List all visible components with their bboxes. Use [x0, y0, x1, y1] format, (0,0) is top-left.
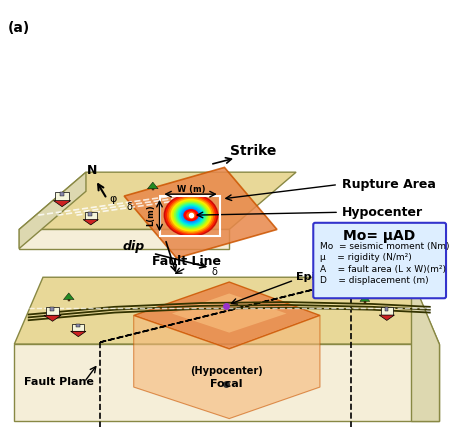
- Polygon shape: [379, 315, 394, 320]
- Polygon shape: [377, 283, 387, 289]
- Polygon shape: [346, 287, 357, 294]
- Text: μ    = rigidity (N/m²): μ = rigidity (N/m²): [320, 253, 412, 262]
- Bar: [55, 192, 69, 201]
- Bar: [76, 324, 80, 327]
- Polygon shape: [19, 172, 86, 249]
- Text: N: N: [86, 164, 97, 177]
- Ellipse shape: [178, 205, 204, 225]
- Text: W (m): W (m): [177, 185, 205, 194]
- Bar: [68, 297, 70, 301]
- Ellipse shape: [183, 209, 199, 221]
- Text: Strike: Strike: [230, 144, 276, 158]
- Text: L(m): L(m): [146, 205, 155, 226]
- Polygon shape: [14, 344, 439, 420]
- Polygon shape: [19, 172, 296, 229]
- Ellipse shape: [166, 195, 216, 235]
- Polygon shape: [134, 282, 320, 349]
- Ellipse shape: [174, 202, 208, 228]
- Ellipse shape: [187, 212, 195, 219]
- Text: Rupture Area: Rupture Area: [342, 178, 436, 191]
- Text: Mo  = seismic moment (Nm): Mo = seismic moment (Nm): [320, 242, 449, 251]
- Polygon shape: [54, 201, 71, 207]
- Text: Hypocenter: Hypocenter: [342, 206, 423, 219]
- Polygon shape: [362, 284, 373, 291]
- Bar: [60, 192, 64, 196]
- Text: D    = displacement (m): D = displacement (m): [320, 276, 428, 285]
- Bar: [364, 299, 366, 303]
- Text: dip: dip: [123, 240, 145, 253]
- Polygon shape: [147, 182, 158, 189]
- Bar: [381, 287, 383, 290]
- FancyBboxPatch shape: [313, 223, 446, 298]
- Bar: [350, 291, 353, 295]
- Text: δ: δ: [212, 267, 218, 277]
- Bar: [46, 307, 59, 315]
- Polygon shape: [19, 229, 229, 249]
- Ellipse shape: [173, 201, 209, 229]
- Polygon shape: [71, 331, 86, 336]
- Text: (a): (a): [8, 21, 30, 35]
- Text: (Hypocenter): (Hypocenter): [190, 366, 263, 376]
- Text: Focal: Focal: [210, 379, 243, 389]
- Polygon shape: [124, 167, 277, 258]
- Polygon shape: [360, 295, 370, 302]
- Text: δ: δ: [127, 201, 133, 212]
- Bar: [384, 307, 388, 311]
- Polygon shape: [14, 277, 439, 344]
- Bar: [381, 307, 393, 315]
- Bar: [50, 307, 54, 311]
- Ellipse shape: [164, 194, 218, 236]
- Polygon shape: [83, 219, 99, 225]
- Polygon shape: [64, 293, 74, 300]
- Polygon shape: [172, 294, 286, 333]
- Bar: [89, 212, 92, 216]
- Text: A    = fault area (L x W)(m²): A = fault area (L x W)(m²): [320, 265, 446, 274]
- Bar: [85, 212, 97, 219]
- Bar: [72, 324, 84, 331]
- Ellipse shape: [171, 200, 211, 231]
- Text: Epicenter: Epicenter: [296, 272, 356, 282]
- Polygon shape: [410, 277, 439, 420]
- Ellipse shape: [183, 209, 199, 222]
- Bar: [152, 186, 154, 190]
- Text: Fault Line: Fault Line: [152, 254, 221, 267]
- Ellipse shape: [180, 206, 202, 224]
- Ellipse shape: [185, 210, 197, 220]
- Ellipse shape: [168, 197, 214, 233]
- Ellipse shape: [186, 212, 196, 219]
- Ellipse shape: [169, 198, 213, 232]
- Text: Fault Plane: Fault Plane: [24, 377, 94, 387]
- Bar: [367, 288, 369, 292]
- Text: Mo= μAD: Mo= μAD: [343, 229, 415, 243]
- Polygon shape: [44, 315, 61, 321]
- Ellipse shape: [189, 214, 193, 217]
- Polygon shape: [134, 316, 320, 419]
- Text: φ: φ: [109, 194, 117, 204]
- Ellipse shape: [176, 204, 206, 227]
- Ellipse shape: [182, 208, 201, 223]
